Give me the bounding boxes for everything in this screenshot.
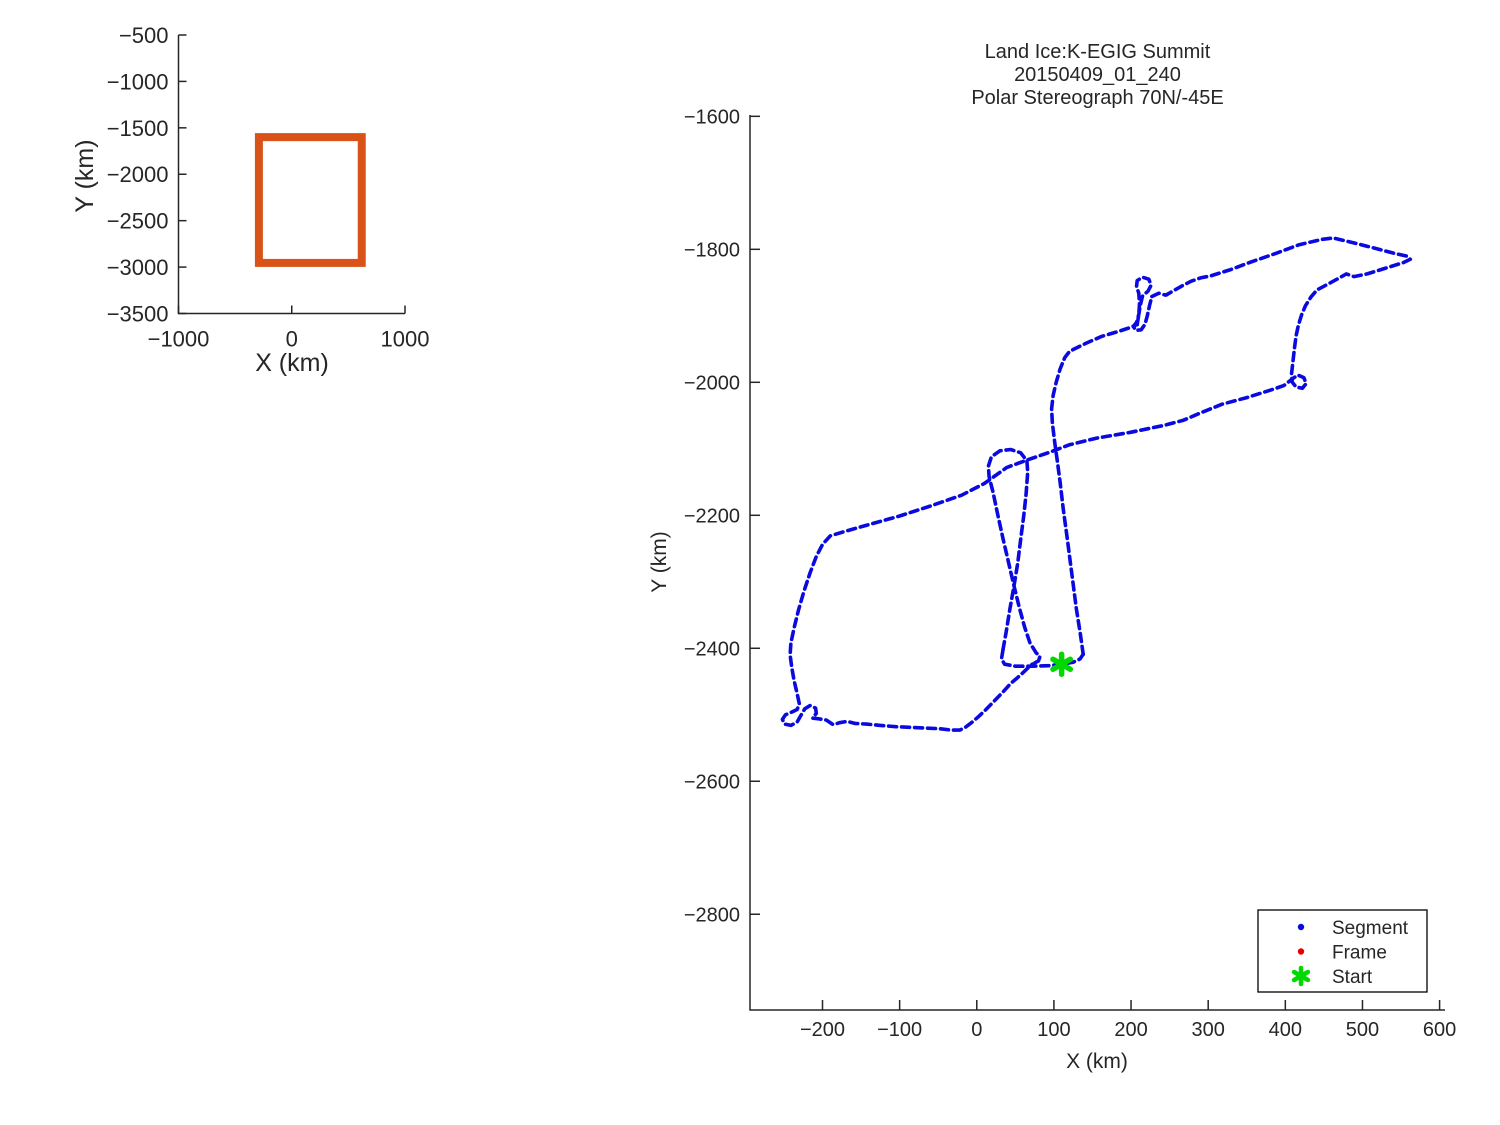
- main-y-tick-label: −2200: [684, 505, 740, 527]
- asterisk-spoke: [1291, 969, 1311, 983]
- track-segment-line: [1131, 275, 1154, 333]
- track-segment-line: [999, 647, 1085, 669]
- main-x-axis-label: X (km): [1066, 1050, 1128, 1073]
- main-y-tick-label: −1600: [684, 107, 740, 129]
- legend-label-frame: Frame: [1332, 942, 1387, 963]
- inset-x-tick-label: −1000: [148, 327, 210, 352]
- main-x-tick-label: −200: [800, 1019, 845, 1041]
- main-title-line-2: 20150409_01_240: [1014, 64, 1181, 86]
- inset-y-tick-label: −2500: [107, 209, 169, 234]
- track-segment-line: [780, 236, 1413, 732]
- main-x-tick-label: 0: [971, 1019, 982, 1041]
- flight-track: [780, 236, 1413, 732]
- inset-y-axis-label: Y (km): [71, 139, 99, 213]
- track-segment-line: [986, 447, 1042, 667]
- inset-x-tick-label: 0: [286, 327, 298, 352]
- main-y-tick-label: −2800: [684, 904, 740, 926]
- main-x-tick-label: 600: [1423, 1019, 1456, 1041]
- main-y-tick-label: −2600: [684, 771, 740, 793]
- main-title-line-1: Land Ice:K-EGIG Summit: [984, 41, 1211, 63]
- main-x-tick-label: 500: [1346, 1019, 1379, 1041]
- asterisk-spoke: [1050, 656, 1074, 672]
- legend-label-start: Start: [1332, 967, 1373, 988]
- main-axis-spines: [749, 115, 1445, 1011]
- main-y-axis-label: Y (km): [648, 531, 671, 593]
- main-x-tick-label: 400: [1269, 1019, 1302, 1041]
- inset-axis-spines: [177, 35, 405, 315]
- coverage-box: [254, 133, 366, 267]
- inset-y-tick-label: −3500: [107, 301, 169, 326]
- main-x-tick-label: 200: [1114, 1019, 1147, 1041]
- track-segment-line: [1049, 322, 1139, 657]
- inset-y-tick-label: −1000: [107, 69, 169, 94]
- main-x-tick-label: 100: [1037, 1019, 1070, 1041]
- inset-y-tick-label: −3000: [107, 255, 169, 280]
- inset-y-tick-label: −1500: [107, 116, 169, 141]
- main-y-tick-label: −2400: [684, 638, 740, 660]
- main-x-tick-label: 300: [1192, 1019, 1225, 1041]
- legend-marker-frame: [1297, 948, 1305, 955]
- legend-marker-segment: [1297, 923, 1305, 931]
- legend-marker-start: [1291, 965, 1311, 987]
- inset-x-axis-label: X (km): [255, 349, 329, 377]
- legend-label-segment: Segment: [1332, 918, 1409, 939]
- inset-y-tick-label: −500: [119, 23, 169, 48]
- main-x-tick-label: −100: [877, 1019, 922, 1041]
- main-title-line-3: Polar Stereograph 70N/-45E: [971, 87, 1224, 109]
- main-y-tick-label: −1800: [684, 240, 740, 262]
- start-marker: [1050, 651, 1074, 677]
- main-y-tick-label: −2000: [684, 373, 740, 395]
- inset-y-tick-label: −2000: [107, 162, 169, 187]
- legend-box: [1257, 909, 1428, 993]
- inset-x-tick-label: 1000: [381, 327, 430, 352]
